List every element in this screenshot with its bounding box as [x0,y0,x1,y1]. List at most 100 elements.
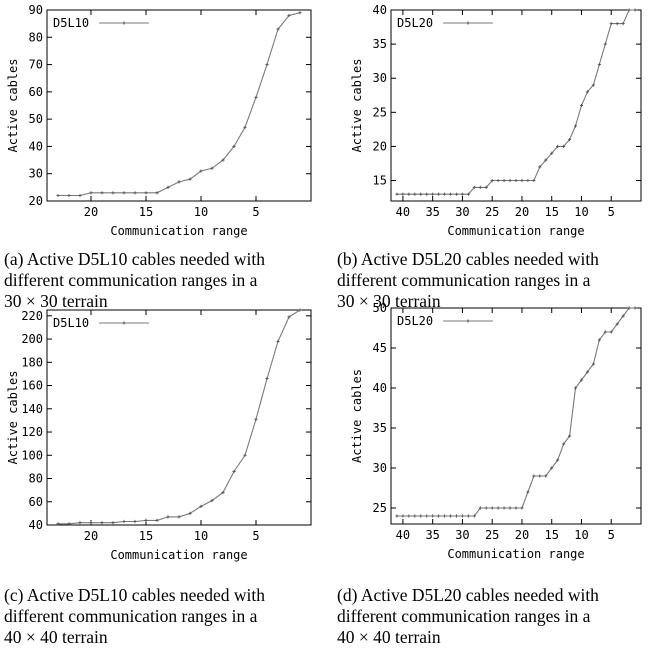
data-point [490,178,494,183]
y-tick-label: 30 [373,71,387,85]
legend-marker [466,319,470,323]
data-point [556,144,560,149]
caption-c: (c) Active D5L10 cables needed with diff… [4,585,265,648]
x-tick-label: 35 [425,528,439,542]
legend-label: D5L20 [397,314,433,328]
data-point [591,83,595,87]
caption-a-line-1: (a) Active D5L10 cables needed with [4,249,265,269]
data-point [633,306,637,310]
legend-label: D5L10 [53,16,89,30]
series-line [58,309,301,525]
data-point [188,177,192,181]
data-point [615,322,619,326]
data-point [585,90,590,94]
data-point [633,8,637,12]
data-point [490,506,494,510]
data-point [448,192,453,196]
data-point [437,192,441,196]
y-tick-label: 100 [21,448,43,462]
data-point [442,514,447,518]
data-point [254,417,258,421]
x-tick-label: 5 [608,205,615,219]
x-tick-label: 10 [194,529,208,543]
data-point [276,27,280,31]
data-point [579,378,584,382]
caption-a-line-3: 30 × 30 terrain [4,291,108,311]
y-tick-label: 40 [29,139,43,153]
figure-a: 20 30 40 50 60 70 80 90 20 15 10 5 Communication ran… [0,0,330,245]
data-point [78,521,82,525]
x-tick-label: 40 [396,528,410,542]
data-point [615,22,619,26]
data-point [627,306,631,310]
data-point [254,95,258,99]
x-tick-label: 20 [515,205,529,219]
data-point [155,191,159,195]
data-point [67,522,71,526]
data-point [567,138,572,142]
data-point [437,514,441,518]
data-point [484,506,488,510]
data-point [199,504,203,509]
data-point [210,166,214,170]
y-tick-label: 25 [373,105,387,119]
data-point [122,519,126,524]
x-tick-label: 25 [485,528,499,542]
y-tick-label: 80 [29,30,43,44]
x-tick-label: 40 [396,205,410,219]
x-axis-label: Communication range [447,224,584,238]
data-point [133,519,137,524]
chart-b: 15 20 25 30 35 40 40 35 30 25 20 15 10 5 Communication… [350,3,642,238]
data-point [199,169,203,173]
x-tick-label: 5 [252,529,259,543]
data-point [621,314,625,318]
data-point [448,514,453,518]
y-tick-label: 40 [373,3,387,17]
data-point [472,185,476,189]
data-point [232,144,236,149]
y-tick-label: 90 [29,3,43,17]
data-point [538,474,542,478]
data-point [567,434,572,438]
y-axis-label: Active cables [6,59,20,153]
data-point [544,158,548,162]
caption-b-line-3: 30 × 30 terrain [337,291,441,311]
data-point [460,514,465,518]
y-tick-label: 35 [373,37,387,51]
data-point [155,518,159,522]
y-tick-label: 60 [29,495,43,509]
data-point [419,514,423,518]
y-tick-label: 30 [373,461,387,475]
data-point [100,521,104,525]
data-point [298,308,302,312]
data-point [413,192,417,196]
y-axis-label: Active cables [350,369,364,463]
data-point [442,192,447,196]
caption-c-line-3: 40 × 40 terrain [4,627,108,647]
plot-frame [390,307,642,525]
data-point [419,192,423,196]
data-point [466,514,470,518]
data-point [514,178,518,183]
caption-c-line-1: (c) Active D5L10 cables needed with [4,585,265,605]
data-point [287,13,291,18]
legend-marker [122,321,126,325]
plot-frame [46,9,312,202]
data-point [496,506,500,510]
data-point [276,339,280,343]
data-point [627,8,631,12]
data-point [520,506,524,510]
plot-frame [390,9,642,202]
data-point [514,506,518,510]
caption-a-line-2: different communication ranges in a [4,270,258,290]
data-point [431,192,435,196]
data-point [188,511,192,515]
data-point [210,498,214,503]
data-point [133,191,137,195]
x-tick-label: 15 [139,529,153,543]
data-point [265,62,269,67]
data-point [538,165,542,169]
data-point [454,514,459,518]
data-point [478,506,482,510]
legend-marker [122,21,126,25]
